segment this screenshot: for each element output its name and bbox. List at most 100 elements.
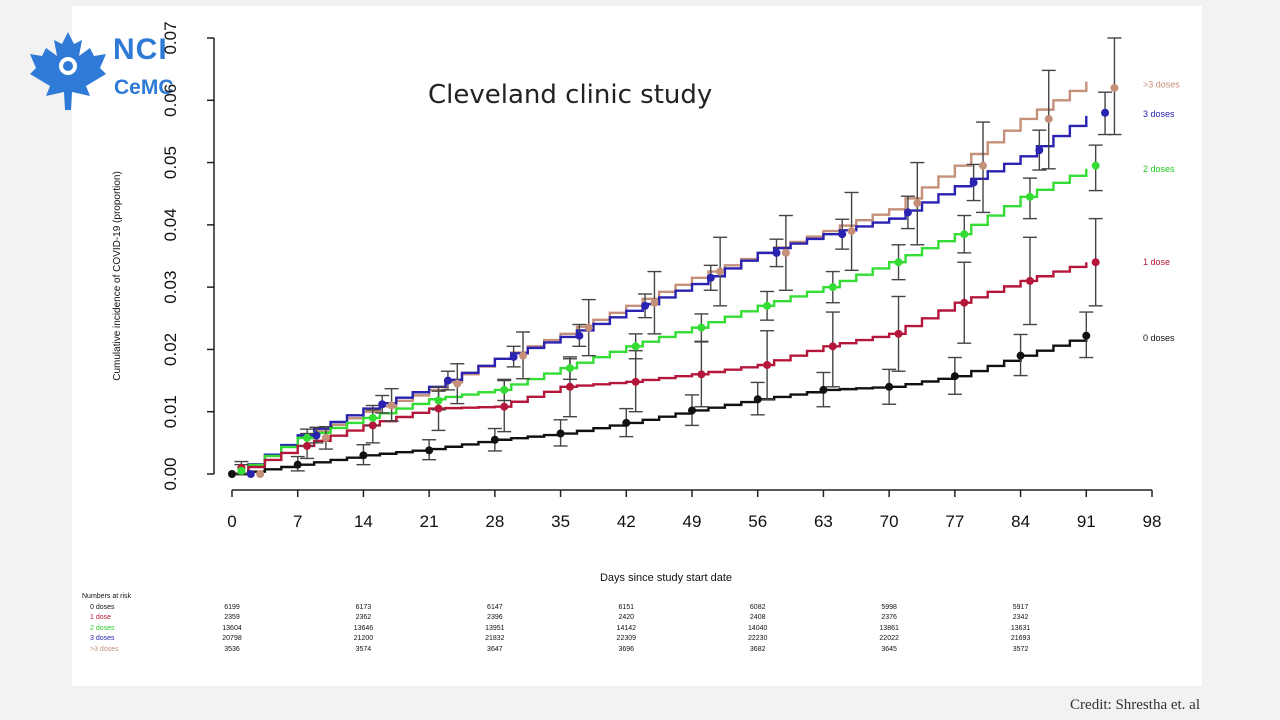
- data-point: [1101, 108, 1110, 117]
- data-point: [781, 248, 790, 257]
- y-tick-label: 0.02: [161, 333, 180, 366]
- risk-row-label: 3 doses: [90, 635, 115, 643]
- data-point: [847, 227, 856, 236]
- numbers-at-risk-table: Numbers at risk 0 doses 6199 6173 6147 6151 6…: [82, 592, 1030, 656]
- data-point: [434, 404, 443, 413]
- x-tick-label: 35: [551, 512, 570, 531]
- data-point: [368, 421, 377, 430]
- data-point: [434, 396, 443, 405]
- y-tick-label: 0.04: [161, 208, 180, 241]
- x-tick-label: 7: [293, 512, 302, 531]
- data-point: [894, 329, 903, 338]
- data-point: [575, 331, 584, 340]
- x-tick-label: 84: [1011, 512, 1030, 531]
- risk-value: 14142: [616, 624, 637, 632]
- data-point: [641, 301, 650, 310]
- data-points: [228, 83, 1119, 478]
- risk-value: 21832: [485, 635, 505, 643]
- data-point: [903, 208, 912, 217]
- data-point: [321, 433, 330, 442]
- risk-value: 3572: [1012, 645, 1029, 653]
- series-line-3-doses: [232, 81, 1088, 476]
- series-line-2-doses: [232, 168, 1088, 476]
- data-point: [1110, 83, 1119, 92]
- data-point: [303, 433, 312, 442]
- risk-value: 6151: [618, 603, 635, 611]
- risk-row-label: 2 doses: [90, 624, 115, 632]
- risk-table-row: 2 doses 13604 13646 13951 14142 14040 13861 136…: [82, 624, 1030, 635]
- risk-table-row: >3 doses 3536 3574 3647 3696 3682 3645 3572: [82, 645, 1028, 656]
- data-point: [979, 161, 988, 170]
- risk-value: 2376: [881, 614, 897, 622]
- y-tick-label: 0.07: [161, 21, 180, 54]
- data-point: [622, 418, 631, 427]
- data-point: [688, 406, 696, 415]
- data-point: [556, 429, 565, 438]
- data-point: [246, 470, 255, 478]
- x-tick-label: 77: [945, 512, 964, 531]
- risk-value: 14040: [747, 624, 768, 632]
- data-point: [1035, 146, 1044, 155]
- risk-value: 13604: [222, 624, 242, 632]
- data-point: [425, 446, 434, 455]
- risk-value: 22022: [879, 635, 899, 643]
- data-point: [500, 402, 509, 411]
- data-point: [565, 382, 574, 391]
- risk-value: 20798: [222, 635, 242, 643]
- data-point: [453, 379, 462, 388]
- data-point: [631, 377, 640, 386]
- y-tick-label: 0.06: [161, 84, 180, 117]
- data-point: [303, 441, 312, 450]
- x-tick-label: 0: [227, 512, 236, 531]
- risk-row-label: >3 doses: [90, 645, 119, 653]
- x-tick-label: 49: [683, 512, 702, 531]
- risk-value: 21693: [1010, 635, 1031, 643]
- risk-value: 3696: [618, 645, 635, 653]
- data-point: [885, 382, 894, 391]
- risk-value: 3645: [881, 645, 897, 653]
- data-point: [584, 323, 593, 332]
- x-tick-label: 28: [485, 512, 504, 531]
- risk-value: 2408: [749, 614, 766, 622]
- y-tick-label: 0.03: [161, 271, 180, 304]
- series-line-0-doses: [232, 335, 1088, 476]
- nci-cemc-logo: NCI CeMC: [28, 30, 228, 120]
- data-point: [650, 298, 659, 307]
- x-axis-label: Days since study start date: [600, 572, 732, 584]
- risk-value: 3682: [749, 645, 766, 653]
- legend-label: 2 doses: [1143, 164, 1175, 174]
- x-tick-label: 91: [1077, 512, 1096, 531]
- data-point: [443, 376, 452, 385]
- data-point: [753, 395, 762, 404]
- risk-value: 13951: [485, 624, 505, 632]
- credit-text: Credit: Shrestha et. al: [1070, 697, 1200, 713]
- data-point: [1016, 351, 1025, 360]
- data-point: [293, 460, 302, 469]
- data-point: [763, 361, 772, 369]
- legend-label: 0 doses: [1143, 333, 1175, 343]
- maple-leaf-icon: [30, 32, 106, 110]
- x-tick-label: 14: [354, 512, 373, 531]
- risk-value: 2396: [487, 614, 503, 622]
- data-point: [631, 342, 640, 351]
- data-point: [828, 283, 837, 292]
- data-point: [256, 470, 265, 478]
- logo-text-cemc: CeMC: [114, 76, 174, 99]
- data-point: [706, 273, 715, 282]
- data-point: [387, 401, 396, 410]
- data-point: [819, 385, 828, 394]
- slide-title: Cleveland clinic study: [428, 80, 713, 110]
- data-point: [378, 400, 387, 409]
- legend-label: 1 dose: [1143, 257, 1170, 267]
- risk-value: 5917: [1012, 603, 1029, 611]
- data-point: [969, 178, 978, 187]
- x-tick-label: 21: [420, 512, 439, 531]
- risk-table-row: 1 dose 2359 2362 2396 2420 2408 2376 2342: [82, 613, 1028, 624]
- risk-value: 5998: [881, 603, 897, 611]
- legend-label: >3 doses: [1143, 80, 1180, 90]
- logo-text-nci: NCI: [113, 33, 168, 66]
- data-point: [312, 431, 321, 440]
- x-tick-label: 56: [748, 512, 767, 531]
- y-axis-label: Cumulative incidence of COVID-19 (propor…: [112, 171, 123, 381]
